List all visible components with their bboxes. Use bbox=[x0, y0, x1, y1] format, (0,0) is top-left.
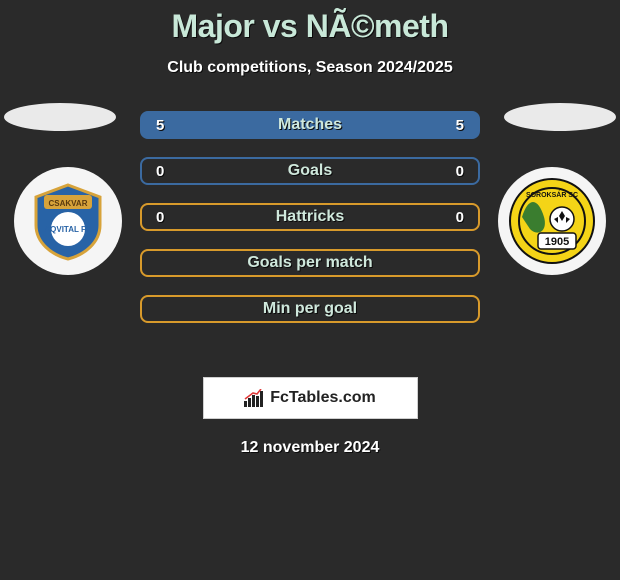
stat-label: Min per goal bbox=[263, 300, 357, 318]
club-badge-left: CSAKVAR AQVITAL FC bbox=[14, 167, 122, 275]
stat-row: Min per goal bbox=[140, 295, 480, 323]
stat-row: Matches 5 5 bbox=[140, 111, 480, 139]
comparison-panel: CSAKVAR AQVITAL FC SOROKSÁR SC 1905 Matc… bbox=[0, 111, 620, 371]
club-crest-left-icon: CSAKVAR AQVITAL FC bbox=[28, 181, 108, 261]
stat-value-right: 0 bbox=[456, 163, 464, 180]
svg-text:1905: 1905 bbox=[545, 236, 569, 248]
stat-row: Goals per match bbox=[140, 249, 480, 277]
stat-row: Hattricks 0 0 bbox=[140, 203, 480, 231]
stat-value-left: 0 bbox=[156, 209, 164, 226]
date-label: 12 november 2024 bbox=[0, 439, 620, 457]
stats-list: Matches 5 5 Goals 0 0 Hattricks 0 0 Goals per mat… bbox=[140, 111, 480, 323]
brand-label: FcTables.com bbox=[270, 389, 376, 407]
stat-row: Goals 0 0 bbox=[140, 157, 480, 185]
page-title: Major vs NÃ©meth bbox=[0, 8, 620, 45]
svg-text:SOROKSÁR SC: SOROKSÁR SC bbox=[526, 190, 578, 199]
stat-label: Hattricks bbox=[276, 208, 344, 226]
club-badge-right: SOROKSÁR SC 1905 bbox=[498, 167, 606, 275]
bar-chart-icon bbox=[244, 389, 266, 407]
stat-label: Matches bbox=[278, 116, 342, 134]
stat-value-right: 0 bbox=[456, 209, 464, 226]
brand-attribution[interactable]: FcTables.com bbox=[203, 377, 418, 419]
player-avatar-left bbox=[4, 103, 116, 131]
subtitle: Club competitions, Season 2024/2025 bbox=[0, 59, 620, 77]
player-avatar-right bbox=[504, 103, 616, 131]
stat-value-left: 0 bbox=[156, 163, 164, 180]
club-crest-right-icon: SOROKSÁR SC 1905 bbox=[508, 177, 596, 265]
stat-label: Goals per match bbox=[247, 254, 372, 272]
stat-value-left: 5 bbox=[156, 117, 164, 134]
stat-value-right: 5 bbox=[456, 117, 464, 134]
stat-label: Goals bbox=[288, 162, 332, 180]
svg-text:AQVITAL FC: AQVITAL FC bbox=[44, 225, 91, 234]
svg-text:CSAKVAR: CSAKVAR bbox=[49, 199, 88, 208]
